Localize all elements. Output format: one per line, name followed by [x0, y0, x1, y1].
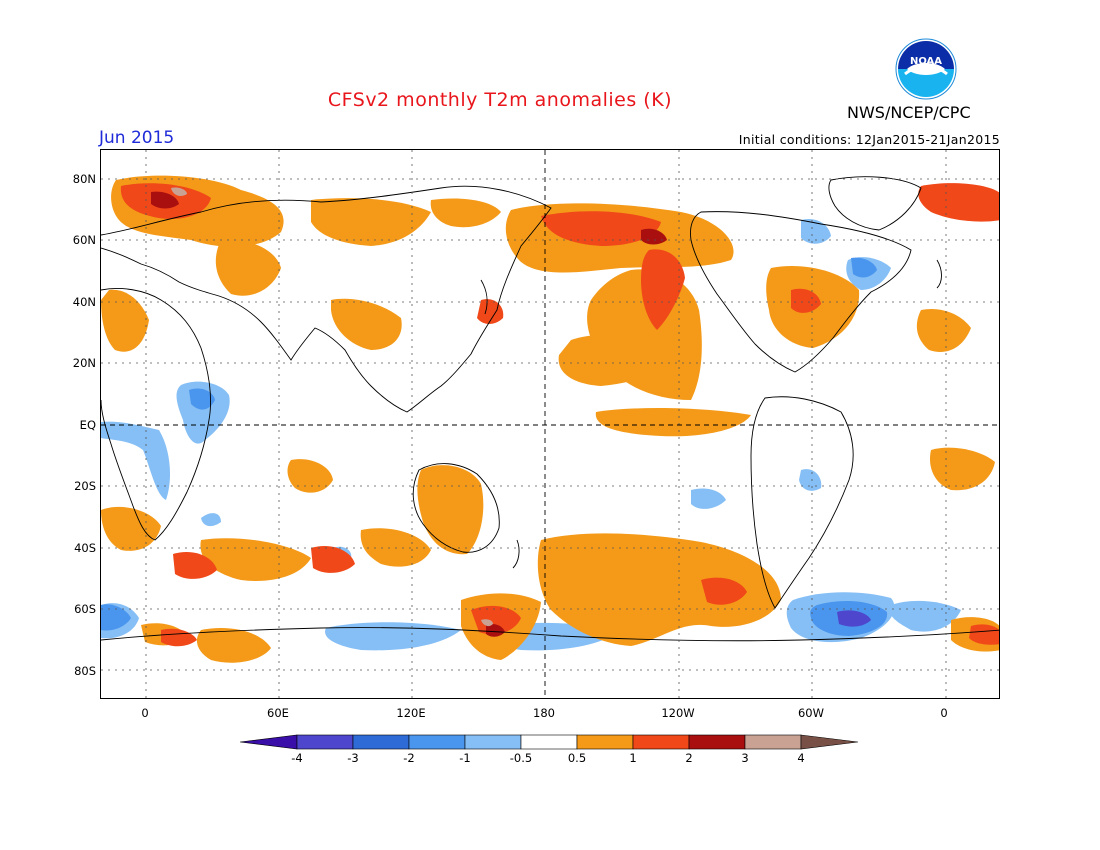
lat-label-60n: 60N — [72, 233, 96, 247]
colorbar-swatch-6 — [576, 734, 634, 750]
lat-label-80n: 80N — [72, 172, 96, 186]
colorbar-swatch-1 — [296, 734, 354, 750]
lat-label-40s: 40S — [74, 541, 96, 555]
initial-conditions: Initial conditions: 12Jan2015-21Jan2015 — [738, 132, 1000, 147]
map-title: CFSv2 monthly T2m anomalies (K) — [327, 89, 673, 111]
colorbar-label-neg2: -2 — [403, 751, 415, 765]
lat-label-20s: 20S — [74, 479, 96, 493]
lat-label-20n: 20N — [72, 356, 96, 370]
colorbar-swatch-3 — [408, 734, 466, 750]
noaa-logo-text: NOAA — [910, 56, 942, 67]
lon-label-0-east: 0 — [940, 706, 948, 720]
lat-label-80s: 80S — [74, 664, 96, 678]
colorbar-swatch-4 — [464, 734, 522, 750]
colorbar-swatch-5 — [520, 734, 578, 750]
noaa-logo: NOAA — [895, 38, 957, 100]
colorbar-label-2: 2 — [685, 751, 693, 765]
reference-lines — [101, 150, 999, 698]
colorbar-left-arrow — [240, 734, 298, 750]
agency-label: NWS/NCEP/CPC — [847, 103, 971, 122]
colorbar-label-1: 1 — [629, 751, 637, 765]
coastlines — [101, 176, 999, 642]
anomaly-map — [100, 149, 1000, 699]
lat-label-40n: 40N — [72, 295, 96, 309]
colorbar-swatch-9 — [744, 734, 802, 750]
lon-label-120w: 120W — [661, 706, 695, 720]
lon-label-120e: 120E — [396, 706, 426, 720]
lon-label-60w: 60W — [797, 706, 824, 720]
colorbar — [240, 734, 859, 750]
lat-label-eq: EQ — [79, 418, 96, 432]
colorbar-swatch-8 — [688, 734, 746, 750]
lon-label-0-west: 0 — [141, 706, 149, 720]
lon-label-180: 180 — [533, 706, 555, 720]
colorbar-swatch-2 — [352, 734, 410, 750]
lat-label-60s: 60S — [74, 602, 96, 616]
colorbar-label-3: 3 — [741, 751, 749, 765]
cool-anomalies-core — [837, 610, 871, 627]
forecast-month: Jun 2015 — [99, 128, 175, 148]
warm-anomalies — [101, 175, 999, 663]
colorbar-label-4: 4 — [797, 751, 805, 765]
colorbar-right-arrow — [800, 734, 859, 750]
colorbar-label-neg3: -3 — [347, 751, 359, 765]
colorbar-label-neg05: -0.5 — [509, 751, 533, 765]
warm-anomalies-extreme — [171, 187, 493, 627]
colorbar-label-neg4: -4 — [291, 751, 303, 765]
colorbar-swatch-7 — [632, 734, 690, 750]
lon-label-60e: 60E — [267, 706, 289, 720]
colorbar-label-05: 0.5 — [567, 751, 587, 765]
colorbar-label-neg1: -1 — [459, 751, 471, 765]
warm-anomalies-core — [151, 191, 667, 637]
map-canvas — [101, 150, 999, 698]
